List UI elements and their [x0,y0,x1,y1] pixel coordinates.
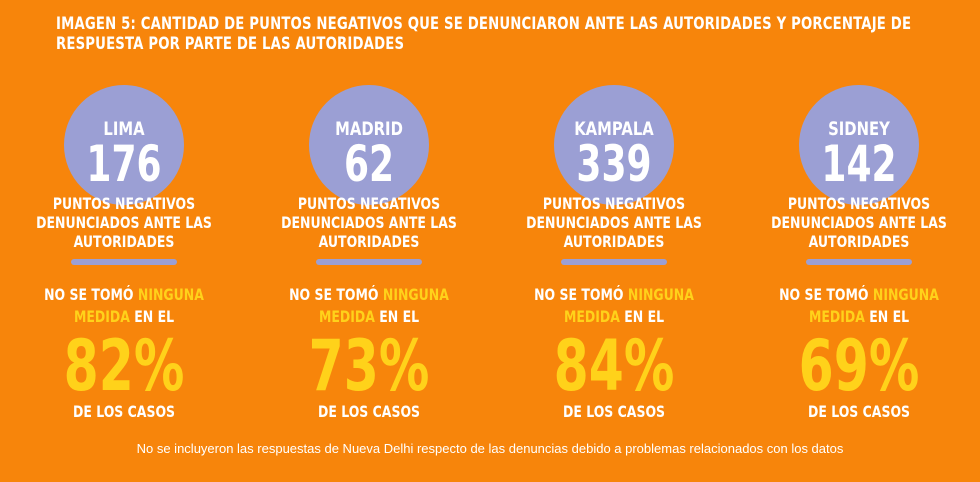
desc-line: DENUNCIADOS ANTE LAS [771,213,947,232]
count-description: PUNTOS NEGATIVOS DENUNCIADOS ANTE LAS AU… [520,194,707,251]
desc-line: AUTORIDADES [563,232,665,251]
city-column-kampala: KAMPALA 339 PUNTOS NEGATIVOS DENUNCIADOS… [494,0,734,482]
measure-post: EN EL [864,307,910,326]
count-description: PUNTOS NEGATIVOS DENUNCIADOS ANTE LAS AU… [30,194,217,251]
divider-bar [806,259,912,265]
count-description: PUNTOS NEGATIVOS DENUNCIADOS ANTE LAS AU… [275,194,462,251]
measure-post: EN EL [374,307,420,326]
no-measure-text: NO SE TOMÓ NINGUNA MEDIDA EN EL [520,284,707,328]
desc-line: PUNTOS NEGATIVOS [52,194,196,213]
desc-line: PUNTOS NEGATIVOS [542,194,686,213]
city-column-sidney: SIDNEY 142 PUNTOS NEGATIVOS DENUNCIADOS … [739,0,979,482]
negative-points-count: 142 [821,135,897,193]
city-name: MADRID [335,118,403,140]
city-circle [799,85,919,205]
measure-pre: NO SE TOMÓ [779,285,873,304]
divider-bar [316,259,422,265]
measure-highlight: MEDIDA [73,307,130,326]
desc-line: DENUNCIADOS ANTE LAS [526,213,702,232]
measure-highlight: MEDIDA [563,307,620,326]
measure-pre: NO SE TOMÓ [534,285,628,304]
cases-label: DE LOS CASOS [317,402,421,421]
measure-pre: NO SE TOMÓ [289,285,383,304]
cases-label: DE LOS CASOS [562,402,666,421]
divider-bar [561,259,667,265]
negative-points-count: 62 [343,135,395,193]
measure-highlight: MEDIDA [808,307,865,326]
cases-label: DE LOS CASOS [807,402,911,421]
measure-highlight: NINGUNA [872,285,939,304]
no-measure-text: NO SE TOMÓ NINGUNA MEDIDA EN EL [30,284,217,328]
desc-line: PUNTOS NEGATIVOS [297,194,441,213]
footnote: No se incluyeron las respuestas de Nueva… [136,441,844,456]
desc-line: AUTORIDADES [808,232,910,251]
measure-highlight: NINGUNA [627,285,694,304]
desc-line: PUNTOS NEGATIVOS [787,194,931,213]
desc-line: AUTORIDADES [73,232,175,251]
no-measure-text: NO SE TOMÓ NINGUNA MEDIDA EN EL [765,284,952,328]
negative-points-count: 339 [576,135,652,193]
city-name: KAMPALA [574,118,654,140]
city-column-madrid: MADRID 62 PUNTOS NEGATIVOS DENUNCIADOS A… [249,0,489,482]
measure-pre: NO SE TOMÓ [44,285,138,304]
measure-post: EN EL [619,307,665,326]
divider-bar [71,259,177,265]
city-column-lima: LIMA 176 PUNTOS NEGATIVOS DENUNCIADOS AN… [4,0,244,482]
no-measure-text: NO SE TOMÓ NINGUNA MEDIDA EN EL [275,284,462,328]
count-description: PUNTOS NEGATIVOS DENUNCIADOS ANTE LAS AU… [765,194,952,251]
city-name: SIDNEY [828,118,890,140]
measure-highlight: NINGUNA [137,285,204,304]
no-action-percent: 84% [553,325,675,407]
no-action-percent: 73% [308,325,430,407]
city-circle [309,85,429,205]
desc-line: DENUNCIADOS ANTE LAS [281,213,457,232]
cases-label: DE LOS CASOS [72,402,176,421]
negative-points-count: 176 [86,135,162,193]
city-circle [554,85,674,205]
measure-highlight: MEDIDA [318,307,375,326]
measure-post: EN EL [129,307,175,326]
city-name: LIMA [103,118,145,140]
no-action-percent: 69% [798,325,920,407]
no-action-percent: 82% [63,325,185,407]
desc-line: AUTORIDADES [318,232,420,251]
page-title: IMAGEN 5: CANTIDAD DE PUNTOS NEGATIVOS Q… [56,14,912,54]
measure-highlight: NINGUNA [382,285,449,304]
desc-line: DENUNCIADOS ANTE LAS [36,213,212,232]
city-circle [64,85,184,205]
